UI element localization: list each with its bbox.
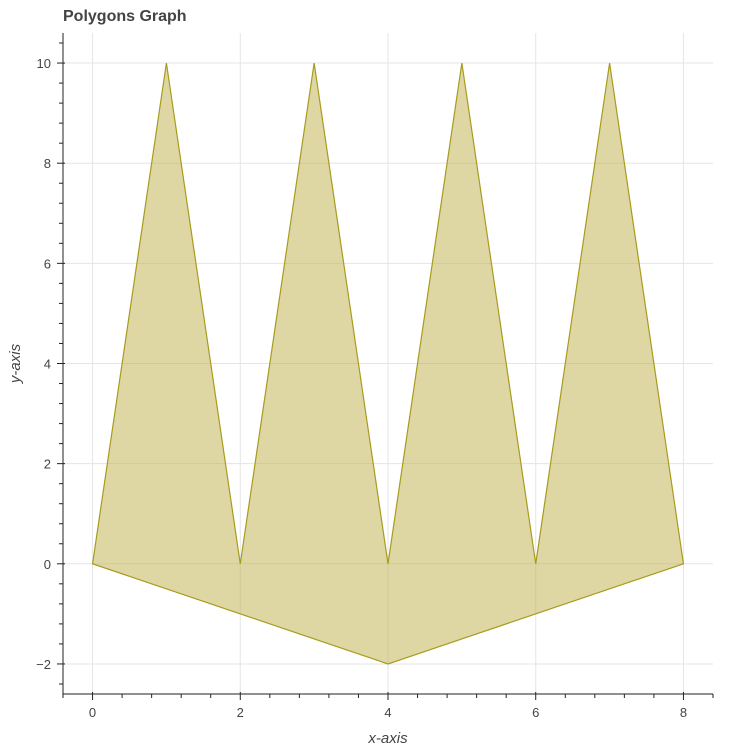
tick-labels: 0 2 4 6 8 −2 0 2 4 6 8 10 (36, 56, 687, 720)
y-tick-label: 4 (44, 357, 51, 372)
axes (57, 33, 714, 700)
y-tick-label: −2 (36, 657, 51, 672)
series-layer (91, 62, 685, 665)
y-tick-label: 0 (44, 557, 51, 572)
polygon-series (91, 62, 685, 665)
y-tick-label: 6 (44, 256, 51, 271)
x-axis-label: x-axis (367, 730, 408, 747)
y-tick-label: 8 (44, 156, 51, 171)
y-tick-label: 2 (44, 457, 51, 472)
x-tick-label: 0 (89, 705, 96, 720)
chart-title: Polygons Graph (63, 8, 187, 25)
y-tick-label: 10 (37, 56, 51, 71)
x-tick-label: 2 (237, 705, 244, 720)
y-axis-label: y-axis (7, 343, 24, 384)
x-tick-label: 8 (680, 705, 687, 720)
x-tick-label: 6 (532, 705, 539, 720)
x-tick-label: 4 (384, 705, 391, 720)
